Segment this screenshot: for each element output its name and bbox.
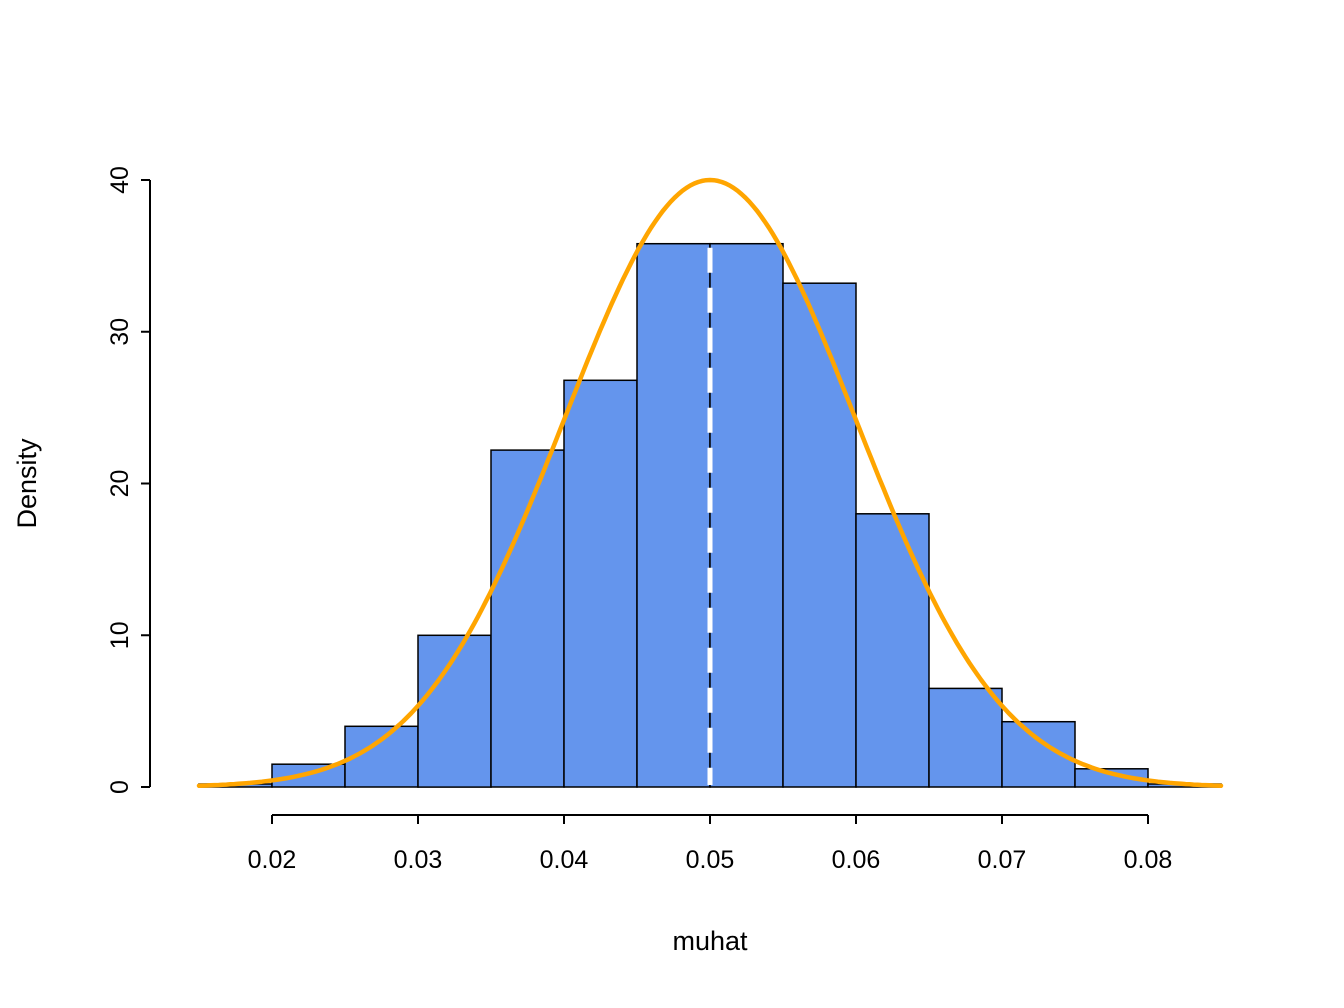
x-axis-title: muhat (672, 926, 748, 956)
x-tick-label: 0.07 (978, 846, 1027, 874)
histogram-bar (563, 379, 638, 788)
y-tick-label: 0 (106, 780, 134, 794)
histogram-bar (636, 242, 711, 788)
histogram-bar (855, 513, 930, 788)
normal-curve (196, 177, 1224, 788)
x-tick-label: 0.06 (832, 846, 881, 874)
histogram-bar (1074, 768, 1149, 788)
histogram-bar (782, 282, 857, 788)
y-tick-label: 30 (106, 318, 134, 346)
x-tick-label: 0.08 (1124, 846, 1173, 874)
y-tick-label: 40 (106, 166, 134, 194)
histogram-bar (490, 449, 565, 788)
x-tick-label: 0.03 (394, 846, 443, 874)
x-tick-label: 0.04 (540, 846, 589, 874)
histogram-bar (928, 687, 1003, 788)
y-tick-label: 10 (106, 621, 134, 649)
x-tick-label: 0.02 (248, 846, 297, 874)
y-tick-label: 20 (106, 470, 134, 498)
x-tick-label: 0.05 (686, 846, 735, 874)
histogram-bar (709, 242, 784, 788)
y-axis-title: Density (12, 438, 42, 529)
